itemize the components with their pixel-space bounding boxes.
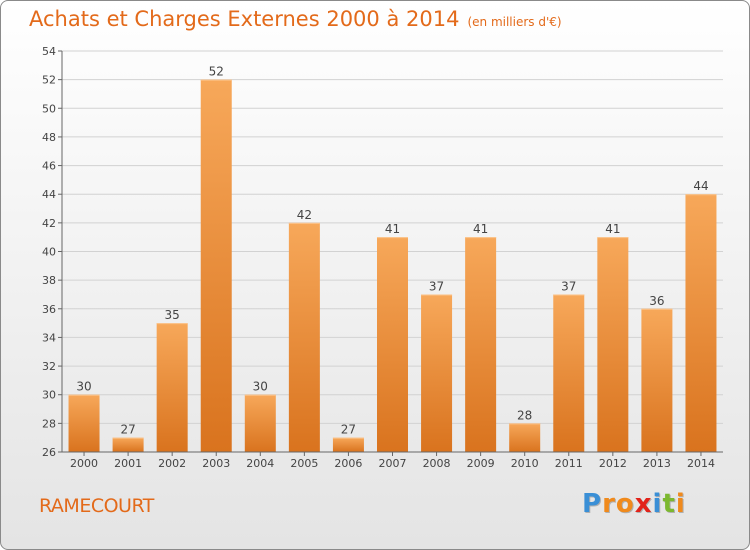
bar-2001 xyxy=(112,437,144,452)
proxiti-logo: Proxiti xyxy=(582,489,686,519)
chart-title: Achats et Charges Externes 2000 à 2014 (e… xyxy=(29,7,562,31)
x-tick-label: 2004 xyxy=(246,457,274,470)
logo-letter: r xyxy=(602,489,616,519)
bar-2009 xyxy=(465,237,497,452)
x-tick-label: 2013 xyxy=(643,457,671,470)
y-tick-label: 54 xyxy=(42,45,56,58)
bar-2002 xyxy=(156,323,188,452)
value-label: 30 xyxy=(76,380,91,394)
bars xyxy=(68,79,717,453)
x-tick-label: 2000 xyxy=(70,457,98,470)
x-tick-label: 2012 xyxy=(599,457,627,470)
value-labels: 30 27 35 52 30 42 27 41 37 41 28 37 41 36 44 xyxy=(76,65,708,437)
logo-letter: i xyxy=(675,489,686,519)
x-tick-label: 2010 xyxy=(511,457,539,470)
value-label: 41 xyxy=(473,222,488,236)
y-tick-label: 34 xyxy=(42,331,56,344)
x-tick-label: 2001 xyxy=(114,457,142,470)
value-label: 37 xyxy=(561,279,576,293)
bar-2010 xyxy=(509,423,541,452)
bar-2004 xyxy=(244,394,276,452)
value-label: 41 xyxy=(605,222,620,236)
logo-letter: t xyxy=(662,489,676,519)
logo-letter: P xyxy=(582,489,603,519)
x-tick-label: 2003 xyxy=(202,457,230,470)
bar-2005 xyxy=(288,222,320,452)
x-tick-label: 2011 xyxy=(555,457,583,470)
bar-2014 xyxy=(685,194,717,452)
bar-2006 xyxy=(332,437,364,452)
y-tick-label: 50 xyxy=(42,102,56,115)
y-tick-label: 36 xyxy=(42,303,56,316)
value-label: 44 xyxy=(693,179,708,193)
y-tick-label: 30 xyxy=(42,389,56,402)
y-axis-labels: 26 28 30 32 34 36 38 40 42 44 46 48 50 52 54 xyxy=(42,45,56,459)
value-label: 41 xyxy=(385,222,400,236)
value-label: 52 xyxy=(209,65,224,79)
y-tick-label: 42 xyxy=(42,217,56,230)
bar-2007 xyxy=(377,237,408,452)
x-tick-label: 2008 xyxy=(423,457,451,470)
x-tick-label: 2014 xyxy=(687,457,715,470)
x-tick-label: 2009 xyxy=(467,457,495,470)
y-tick-label: 32 xyxy=(42,360,56,373)
x-tick-label: 2006 xyxy=(334,457,362,470)
chart-title-text: Achats et Charges Externes 2000 à 2014 xyxy=(29,7,460,31)
value-label: 30 xyxy=(253,380,268,394)
bar-2011 xyxy=(553,294,585,452)
y-tick-label: 40 xyxy=(42,246,56,259)
y-tick-label: 26 xyxy=(42,446,56,459)
value-label: 37 xyxy=(429,279,444,293)
bar-2008 xyxy=(421,294,453,452)
chart-unit-note: (en milliers d'€) xyxy=(467,15,562,29)
commune-name: RAMECOURT xyxy=(39,495,154,517)
value-label: 42 xyxy=(297,208,312,222)
y-tick-label: 46 xyxy=(42,160,56,173)
bar-2003 xyxy=(200,79,232,453)
y-tick-label: 38 xyxy=(42,274,56,287)
y-tick-label: 48 xyxy=(42,131,56,144)
bar-2012 xyxy=(597,237,629,452)
bar-2013 xyxy=(641,308,673,452)
y-tick-label: 28 xyxy=(42,417,56,430)
value-label: 28 xyxy=(517,408,532,422)
value-label: 36 xyxy=(649,294,664,308)
value-label: 27 xyxy=(120,423,135,437)
y-tick-label: 44 xyxy=(42,188,56,201)
bar-2000 xyxy=(68,394,100,452)
x-tick-label: 2007 xyxy=(379,457,407,470)
x-tick-label: 2005 xyxy=(290,457,318,470)
value-label: 35 xyxy=(165,308,180,322)
axes xyxy=(61,51,723,453)
y-tick-label: 52 xyxy=(42,74,56,87)
logo-letter: o xyxy=(615,489,635,519)
value-label: 27 xyxy=(341,423,356,437)
logo-letter: i xyxy=(652,489,663,519)
x-tick-label: 2002 xyxy=(158,457,186,470)
x-axis-labels: 2000 2001 2002 2003 2004 2005 2006 2007 2008 2009… xyxy=(70,452,715,470)
logo-letter: x xyxy=(634,489,653,519)
